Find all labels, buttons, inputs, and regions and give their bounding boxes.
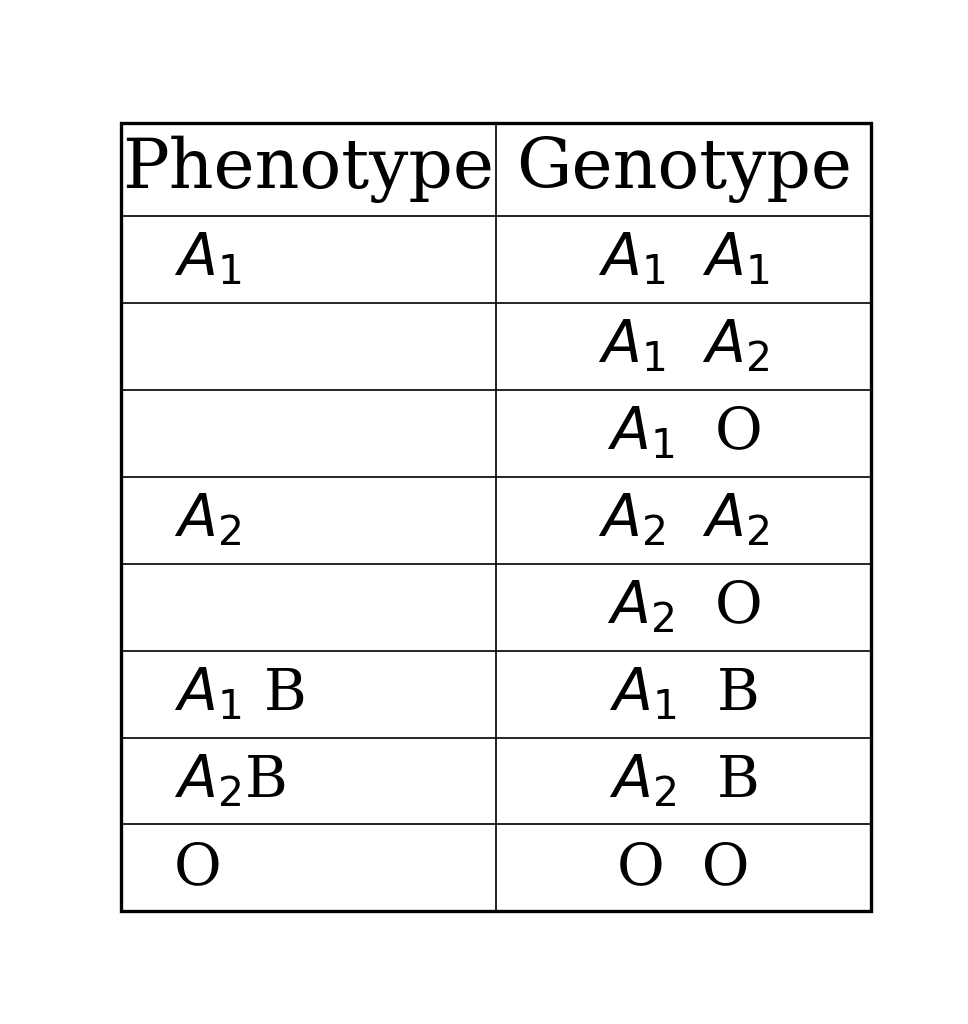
Text: $A_{1}$: $A_{1}$ xyxy=(173,231,241,288)
Text: $A_{1}$ B: $A_{1}$ B xyxy=(173,666,304,722)
Text: $A_{2}$  $A_{2}$: $A_{2}$ $A_{2}$ xyxy=(598,492,770,549)
Text: $A_{2}$  B: $A_{2}$ B xyxy=(609,753,758,809)
Text: $A_{1}$  B: $A_{1}$ B xyxy=(609,666,758,722)
Text: O  O: O O xyxy=(618,840,750,896)
Text: Phenotype: Phenotype xyxy=(123,136,495,203)
Text: $A_{2}$  O: $A_{2}$ O xyxy=(607,579,761,636)
Text: $A_{2}$: $A_{2}$ xyxy=(173,492,240,549)
Text: $A_{1}$  O: $A_{1}$ O xyxy=(607,404,761,462)
Text: $A_{2}$B: $A_{2}$B xyxy=(173,753,286,809)
Text: $A_{1}$  $A_{1}$: $A_{1}$ $A_{1}$ xyxy=(598,231,770,288)
Text: $A_{1}$  $A_{2}$: $A_{1}$ $A_{2}$ xyxy=(598,318,770,375)
Text: O: O xyxy=(173,840,222,896)
Text: Genotype: Genotype xyxy=(516,136,852,203)
